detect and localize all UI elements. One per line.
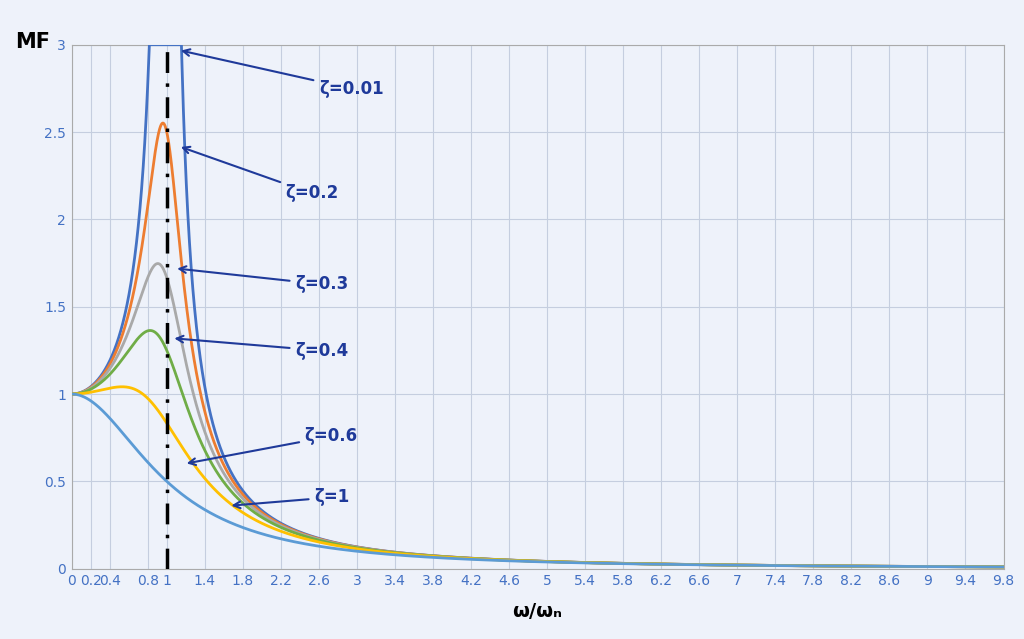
Text: ζ=0.6: ζ=0.6 [188,427,357,465]
X-axis label: ω/ωₙ: ω/ωₙ [513,602,562,621]
Text: ζ=0.2: ζ=0.2 [183,147,339,203]
Text: MF: MF [15,32,50,52]
Text: ζ=0.3: ζ=0.3 [179,266,348,293]
Text: ζ=1: ζ=1 [233,488,349,508]
Text: ζ=0.4: ζ=0.4 [176,336,348,360]
Text: ζ=0.01: ζ=0.01 [183,49,384,98]
